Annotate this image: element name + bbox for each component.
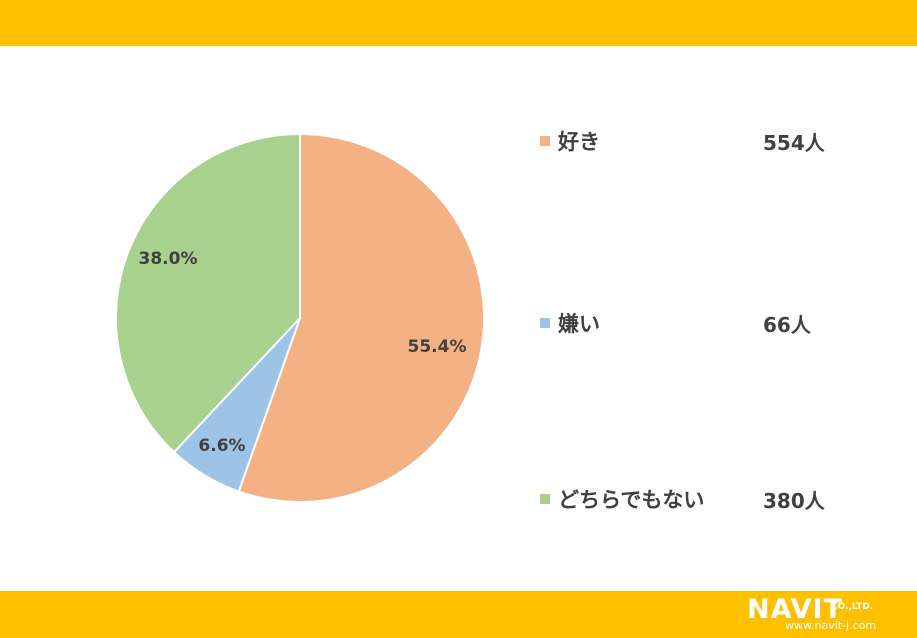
legend-swatch-dislike <box>540 318 550 328</box>
legend-count-like: 554人 <box>763 130 825 155</box>
logo-url: www.navit-j.com <box>785 619 877 632</box>
logo-name: NAVIT <box>747 594 844 625</box>
pie-label-like: 55.4% <box>408 337 467 357</box>
legend-label-dislike: 嫌い <box>558 312 600 336</box>
company-logo: NAVIT CO.,LTD. www.navit-j.com <box>747 594 907 634</box>
legend-swatch-like <box>540 136 550 146</box>
top-accent-bar <box>0 0 917 46</box>
legend-item-neither: どちらでもない <box>540 484 704 514</box>
legend-label-neither: どちらでもない <box>558 488 705 512</box>
pie-label-neither: 38.0% <box>139 249 198 269</box>
pie-slice-neither <box>115 132 301 454</box>
legend-swatch-neither <box>540 494 550 504</box>
logo-suffix: CO.,LTD. <box>831 602 874 612</box>
legend-item-like: 好き <box>540 126 600 156</box>
pie-label-dislike: 6.6% <box>198 436 245 456</box>
legend-item-dislike: 嫌い <box>540 308 600 338</box>
legend-count-dislike: 66人 <box>763 312 811 337</box>
legend-count-neither: 380人 <box>763 488 825 513</box>
bottom-accent-bar <box>0 591 917 638</box>
legend-label-like: 好き <box>558 130 600 154</box>
